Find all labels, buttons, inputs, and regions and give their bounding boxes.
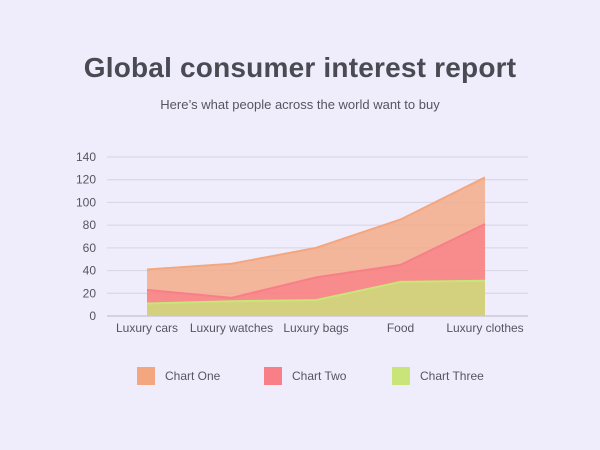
legend-swatch-chart-one: [137, 367, 155, 385]
legend: Chart One Chart Two Chart Three: [0, 365, 600, 387]
chart-title: Global consumer interest report: [83, 52, 517, 83]
x-tick-label: Luxury bags: [283, 321, 348, 335]
legend-label-chart-one: Chart One: [165, 369, 221, 383]
legend-item-chart-three[interactable]: Chart Three: [392, 365, 484, 387]
y-tick-label: 20: [83, 286, 97, 300]
x-tick-label: Luxury clothes: [446, 321, 523, 335]
y-tick-label: 100: [76, 195, 96, 209]
legend-label-chart-two: Chart Two: [292, 369, 347, 383]
x-tick-label: Luxury watches: [190, 321, 273, 335]
series-areas: [146, 176, 486, 316]
legend-item-chart-two[interactable]: Chart Two: [264, 365, 346, 387]
legend-swatch-chart-two: [264, 367, 282, 385]
legend-item-chart-one[interactable]: Chart One: [137, 365, 220, 387]
line-chart-three: [146, 279, 486, 305]
y-tick-label: 80: [83, 218, 97, 232]
area-chart-three: [147, 280, 485, 316]
chart-subtitle: Here’s what people across the world want…: [160, 97, 440, 112]
x-tick-label: Luxury cars: [116, 321, 178, 335]
legend-swatch-chart-three: [392, 367, 410, 385]
line-chart-two: [146, 223, 486, 299]
y-tick-label: 0: [89, 309, 96, 323]
x-axis-ticks: Luxury cars Luxury watches Luxury bags Food…: [116, 321, 524, 335]
y-tick-label: 40: [83, 264, 97, 278]
legend-label-chart-three: Chart Three: [420, 369, 484, 383]
line-chart-one: [146, 176, 486, 271]
y-tick-label: 120: [76, 173, 96, 187]
y-tick-label: 140: [76, 150, 96, 164]
x-tick-label: Food: [387, 321, 414, 335]
y-tick-label: 60: [83, 241, 97, 255]
y-axis-ticks: 0 20 40 60 80 100 120 140: [76, 150, 96, 323]
